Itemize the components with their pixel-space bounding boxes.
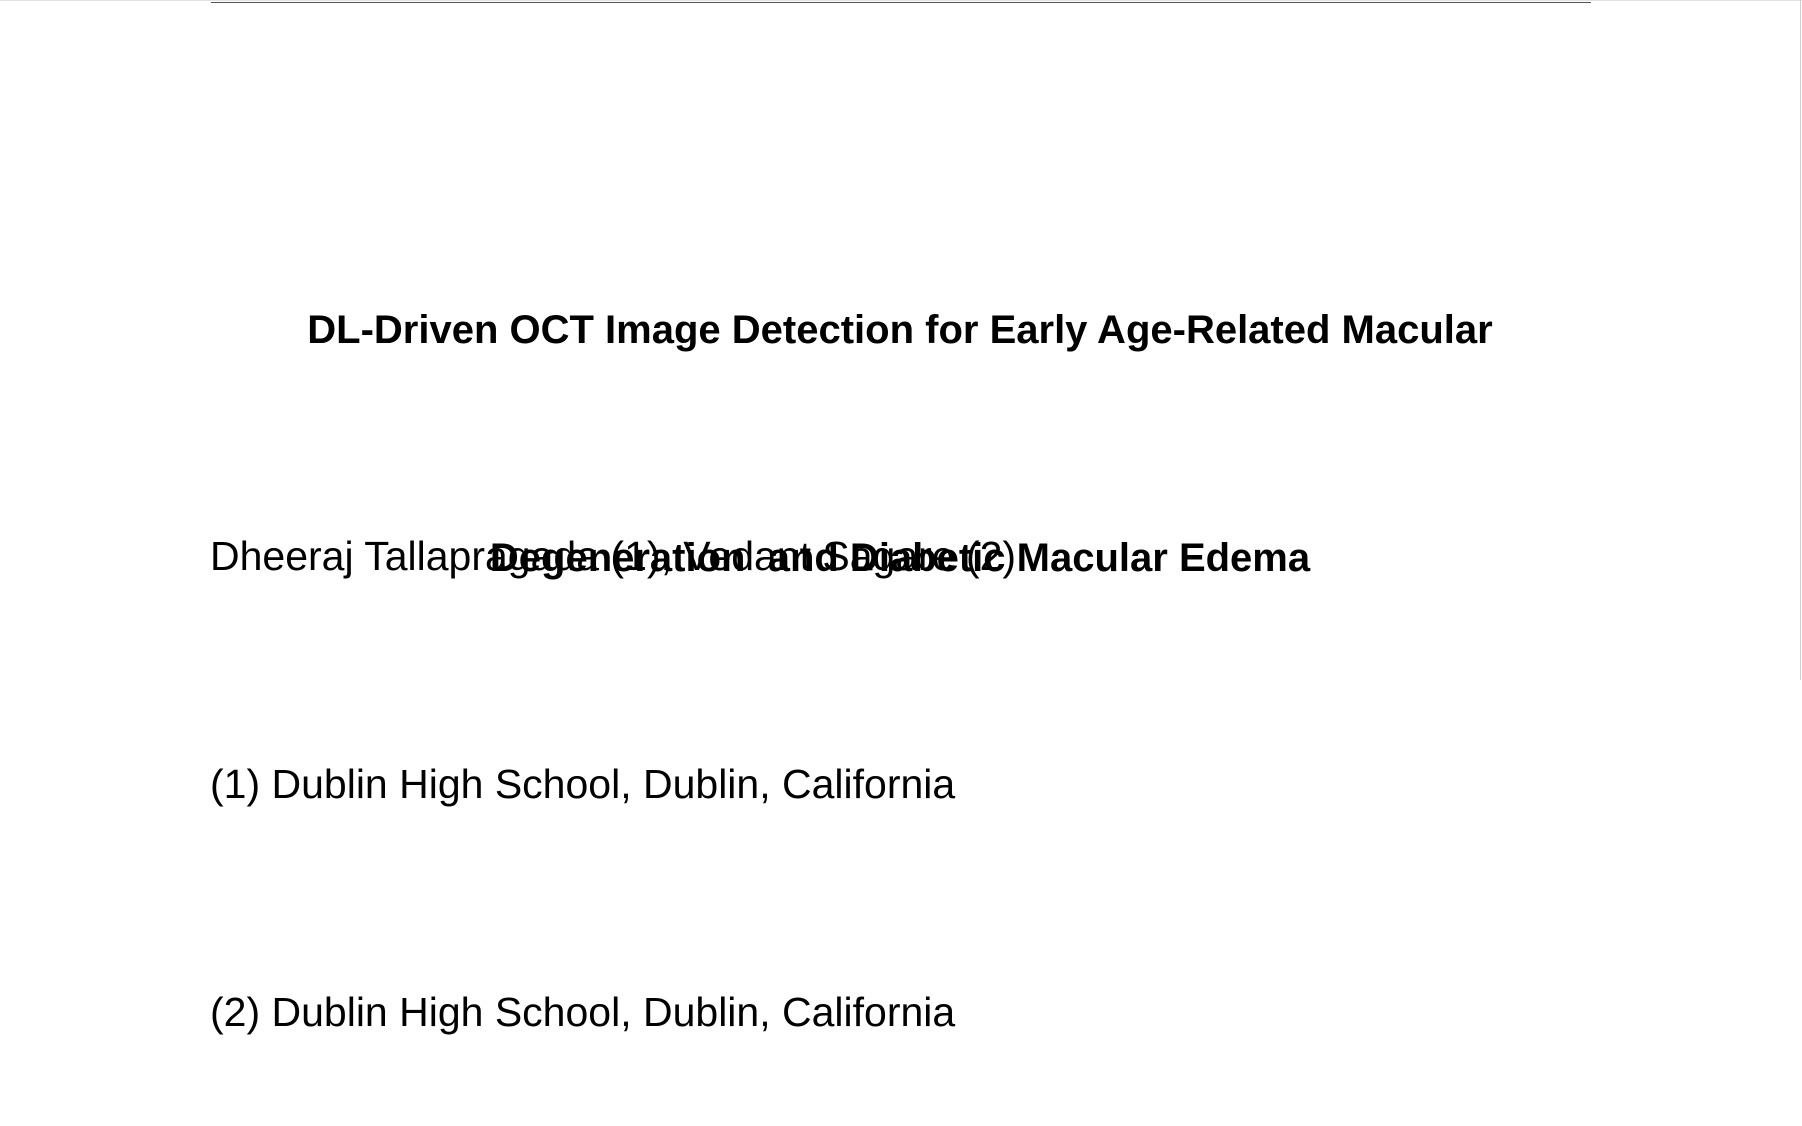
- affiliation-2: (2) Dublin High School, Dublin, Californ…: [210, 989, 956, 1035]
- paper-title-line-1: DL-Driven OCT Image Detection for Early …: [307, 308, 1493, 352]
- page-top-rule: [211, 2, 1591, 3]
- affiliation-1: (1) Dublin High School, Dublin, Californ…: [210, 761, 956, 807]
- author-block: Dheeraj Tallapragada (1), Vedant Sagare …: [210, 366, 1016, 1126]
- paper-title: DL-Driven OCT Image Detection for Early …: [200, 140, 1600, 672]
- author-list: Dheeraj Tallapragada (1), Vedant Sagare …: [210, 533, 1017, 579]
- paper-title-line-2: Degeneration and Diabetic Macular Edema: [489, 536, 1311, 580]
- page-top-edge: [0, 0, 1802, 1]
- page-right-edge: [1800, 0, 1801, 680]
